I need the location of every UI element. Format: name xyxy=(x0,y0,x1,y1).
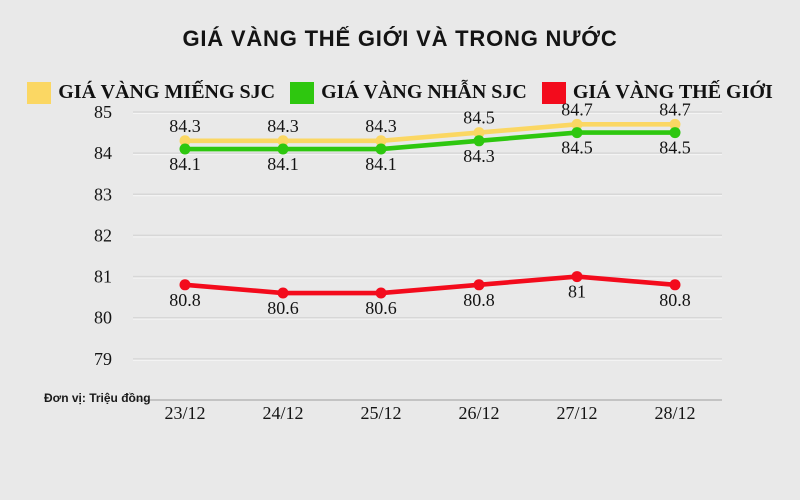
data-point-gia-vang-mieng-sjc xyxy=(473,127,485,139)
data-point-label-gia-vang-mieng-sjc: 84.7 xyxy=(561,99,593,119)
data-point-label-gia-vang-nhan-sjc: 84.1 xyxy=(267,154,299,174)
data-point-gia-vang-nhan-sjc xyxy=(179,143,191,155)
y-axis-tick-label: 81 xyxy=(94,267,112,287)
data-point-gia-vang-nhan-sjc xyxy=(375,143,387,155)
y-axis-tick-label: 80 xyxy=(94,308,112,328)
x-axis-tick-label: 27/12 xyxy=(556,403,597,423)
x-axis-tick-label: 23/12 xyxy=(164,403,205,423)
data-point-label-gia-vang-the-gioi: 80.8 xyxy=(169,290,201,310)
legend-item-gia-vang-mieng-sjc: GIÁ VÀNG MIẾNG SJC xyxy=(27,81,275,104)
data-point-label-gia-vang-mieng-sjc: 84.3 xyxy=(365,116,397,136)
legend-item-gia-vang-the-gioi: GIÁ VÀNG THẾ GIỚI xyxy=(541,81,773,104)
data-point-gia-vang-the-gioi xyxy=(571,271,583,283)
data-point-label-gia-vang-the-gioi: 80.6 xyxy=(267,298,299,318)
data-point-label-gia-vang-the-gioi: 80.8 xyxy=(659,290,691,310)
x-axis-tick-label: 25/12 xyxy=(360,403,401,423)
x-axis-tick-label: 26/12 xyxy=(458,403,499,423)
legend-label-nhan-sjc: GIÁ VÀNG NHẪN SJC xyxy=(321,81,527,103)
data-point-gia-vang-the-gioi xyxy=(375,287,387,299)
data-point-gia-vang-mieng-sjc xyxy=(375,135,387,147)
x-axis-tick-label: 24/12 xyxy=(262,403,303,423)
y-axis-tick-label: 79 xyxy=(94,349,112,369)
data-point-label-gia-vang-mieng-sjc: 84.5 xyxy=(463,108,495,128)
legend: GIÁ VÀNG MIẾNG SJC GIÁ VÀNG NHẪN SJC GIÁ… xyxy=(0,81,800,104)
legend-swatch-green-icon xyxy=(290,81,315,104)
data-point-label-gia-vang-the-gioi: 80.6 xyxy=(365,298,397,318)
y-axis-unit-label: Đơn vị: Triệu đồng xyxy=(44,391,151,405)
legend-swatch-red-icon xyxy=(541,81,566,104)
legend-label-mieng-sjc: GIÁ VÀNG MIẾNG SJC xyxy=(58,81,276,103)
series-line-gia-vang-mieng-sjc xyxy=(182,122,678,144)
legend-label-the-gioi: GIÁ VÀNG THẾ GIỚI xyxy=(572,81,773,103)
y-axis-tick-label: 82 xyxy=(94,225,112,245)
data-point-gia-vang-the-gioi xyxy=(473,279,485,291)
y-axis-tick-label: 83 xyxy=(94,184,112,204)
y-axis-tick-label: 84 xyxy=(94,143,112,163)
data-point-label-gia-vang-nhan-sjc: 84.5 xyxy=(561,138,593,158)
x-axis-tick-label: 28/12 xyxy=(654,403,695,423)
data-point-gia-vang-mieng-sjc xyxy=(669,118,681,130)
series-line-gia-vang-nhan-sjc xyxy=(182,130,678,152)
data-point-label-gia-vang-mieng-sjc: 84.7 xyxy=(659,99,691,119)
series-line-gia-vang-the-gioi xyxy=(182,274,678,296)
data-point-label-gia-vang-mieng-sjc: 84.3 xyxy=(169,116,201,136)
data-point-label-gia-vang-the-gioi: 81 xyxy=(568,282,586,302)
data-point-gia-vang-nhan-sjc xyxy=(277,143,289,155)
data-point-label-gia-vang-nhan-sjc: 84.3 xyxy=(463,146,495,166)
data-point-gia-vang-the-gioi xyxy=(669,279,681,291)
chart-title: GIÁ VÀNG THẾ GIỚI VÀ TRONG NƯỚC xyxy=(182,26,618,51)
data-point-gia-vang-the-gioi xyxy=(179,279,191,291)
legend-item-gia-vang-nhan-sjc: GIÁ VÀNG NHẪN SJC xyxy=(290,81,527,104)
data-point-label-gia-vang-mieng-sjc: 84.3 xyxy=(267,116,299,136)
data-point-label-gia-vang-nhan-sjc: 84.1 xyxy=(365,154,397,174)
y-axis-tick-label: 85 xyxy=(94,102,112,122)
legend-swatch-yellow-icon xyxy=(27,81,52,104)
data-point-gia-vang-mieng-sjc xyxy=(179,135,191,147)
data-point-gia-vang-nhan-sjc xyxy=(571,127,583,139)
data-point-label-gia-vang-nhan-sjc: 84.1 xyxy=(169,154,201,174)
data-point-gia-vang-nhan-sjc xyxy=(669,127,681,139)
data-point-gia-vang-nhan-sjc xyxy=(473,135,485,147)
data-point-gia-vang-the-gioi xyxy=(277,287,289,299)
data-point-gia-vang-mieng-sjc xyxy=(277,135,289,147)
data-point-gia-vang-mieng-sjc xyxy=(571,118,583,130)
data-point-label-gia-vang-the-gioi: 80.8 xyxy=(463,290,495,310)
data-point-label-gia-vang-nhan-sjc: 84.5 xyxy=(659,138,691,158)
